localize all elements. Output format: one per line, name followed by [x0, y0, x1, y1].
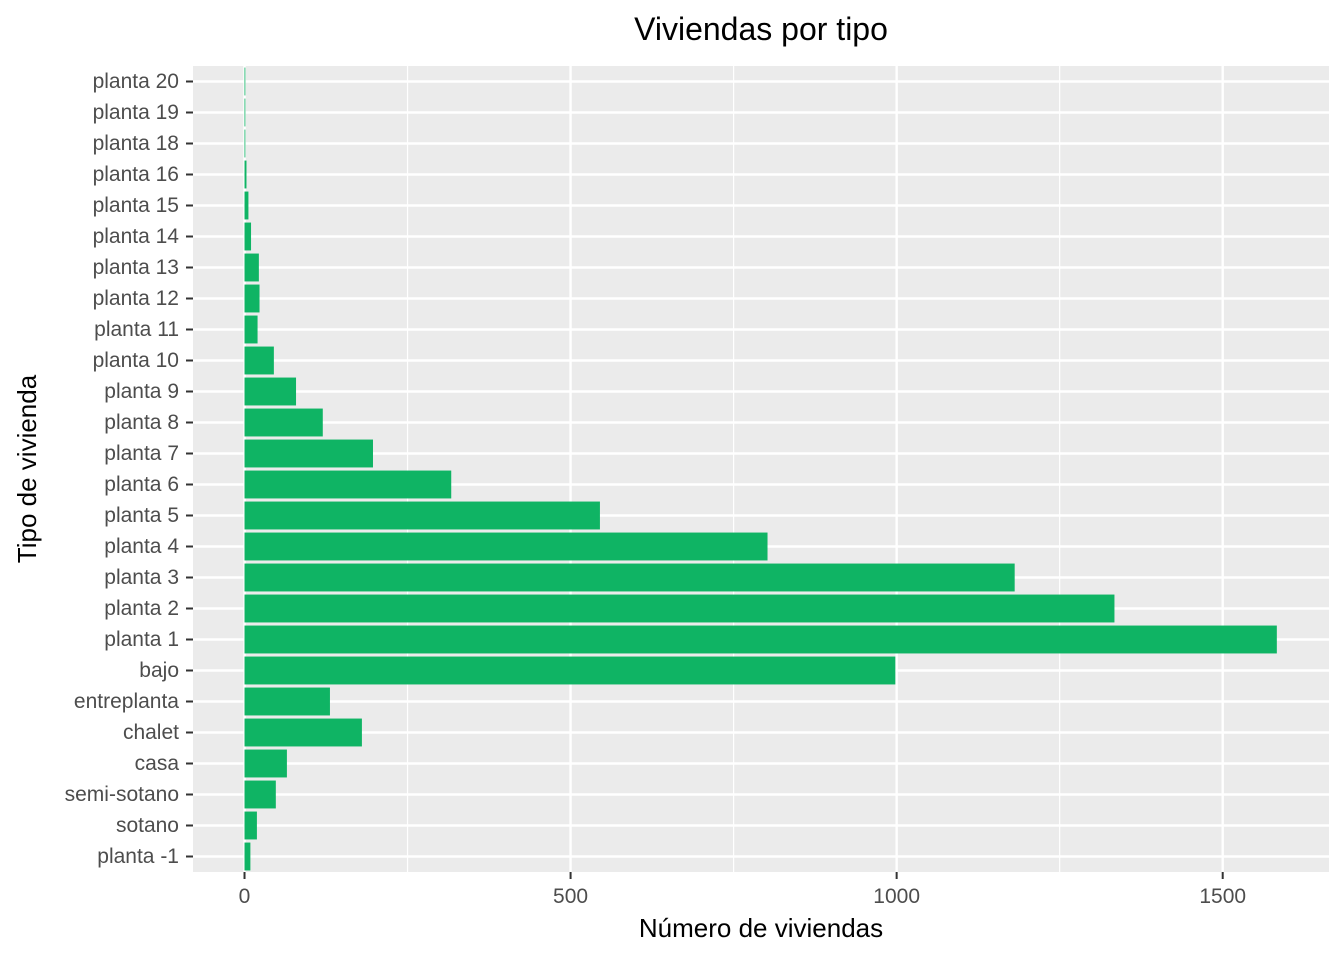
- bar: [244, 687, 330, 716]
- bar: [244, 439, 373, 468]
- x-axis: 0 500 1000 1500: [239, 872, 1246, 908]
- bar: [244, 780, 276, 809]
- y-tick-label: planta 1: [104, 628, 179, 651]
- bar: [244, 253, 259, 282]
- bar: [244, 470, 452, 499]
- x-tick-label: 0: [239, 885, 251, 908]
- bar: [244, 625, 1277, 654]
- bars: [244, 67, 1277, 871]
- x-tick-label: 1500: [1199, 885, 1246, 908]
- bar: [244, 811, 257, 840]
- bar: [244, 129, 246, 158]
- y-tick-label: planta 3: [104, 566, 179, 589]
- y-tick-label: planta 5: [104, 504, 179, 527]
- y-tick-label: planta 16: [93, 163, 179, 186]
- plot-panel: [193, 66, 1329, 872]
- y-tick-label: planta 2: [104, 597, 179, 620]
- y-axis-title: Tipo de vivienda: [12, 374, 42, 563]
- bar: [244, 656, 896, 685]
- y-tick-label: casa: [135, 752, 180, 775]
- y-tick-label: planta 7: [104, 442, 179, 465]
- bar: [244, 284, 260, 313]
- y-tick-label: planta 13: [93, 256, 179, 279]
- y-tick-label: planta 20: [93, 70, 179, 93]
- y-tick-label: planta 12: [93, 287, 179, 310]
- y-tick-label: planta 15: [93, 194, 179, 217]
- bar: [244, 160, 247, 189]
- y-tick-label: planta 4: [104, 535, 179, 558]
- bar: [244, 222, 252, 251]
- y-tick-label: planta 6: [104, 473, 179, 496]
- bar: [244, 563, 1015, 592]
- chart-title: Viviendas por tipo: [634, 11, 888, 47]
- y-tick-label: planta 8: [104, 411, 179, 434]
- x-tick-label: 1000: [873, 885, 920, 908]
- y-tick-label: planta 19: [93, 101, 179, 124]
- y-tick-label: planta 18: [93, 132, 179, 155]
- bar: [244, 501, 600, 530]
- bar: [244, 98, 246, 127]
- bar: [244, 842, 251, 871]
- bar: [244, 718, 362, 747]
- bar: [244, 346, 274, 375]
- y-tick-label: entreplanta: [74, 690, 179, 713]
- y-tick-label: chalet: [123, 721, 179, 744]
- y-tick-label: planta 11: [94, 318, 179, 341]
- x-axis-title: Número de viviendas: [639, 913, 883, 943]
- bar: [244, 315, 258, 344]
- y-tick-label: planta 10: [93, 349, 179, 372]
- y-tick-label: bajo: [139, 659, 179, 682]
- bar: [244, 67, 246, 96]
- minor-gridlines: [406, 66, 1061, 872]
- y-tick-label: planta 14: [93, 225, 180, 248]
- x-tick-label: 500: [553, 885, 588, 908]
- bar: [244, 408, 323, 437]
- y-axis: planta -1 sotano semi-sotano casa chalet entr…: [65, 70, 193, 868]
- y-tick-label: planta 9: [104, 380, 179, 403]
- bar: [244, 191, 249, 220]
- bar: [244, 594, 1115, 623]
- bar: [244, 377, 297, 406]
- bar: [244, 532, 768, 561]
- y-tick-label: planta -1: [97, 845, 179, 868]
- y-tick-label: sotano: [116, 814, 179, 837]
- y-tick-label: semi-sotano: [65, 783, 179, 806]
- bar: [244, 749, 287, 778]
